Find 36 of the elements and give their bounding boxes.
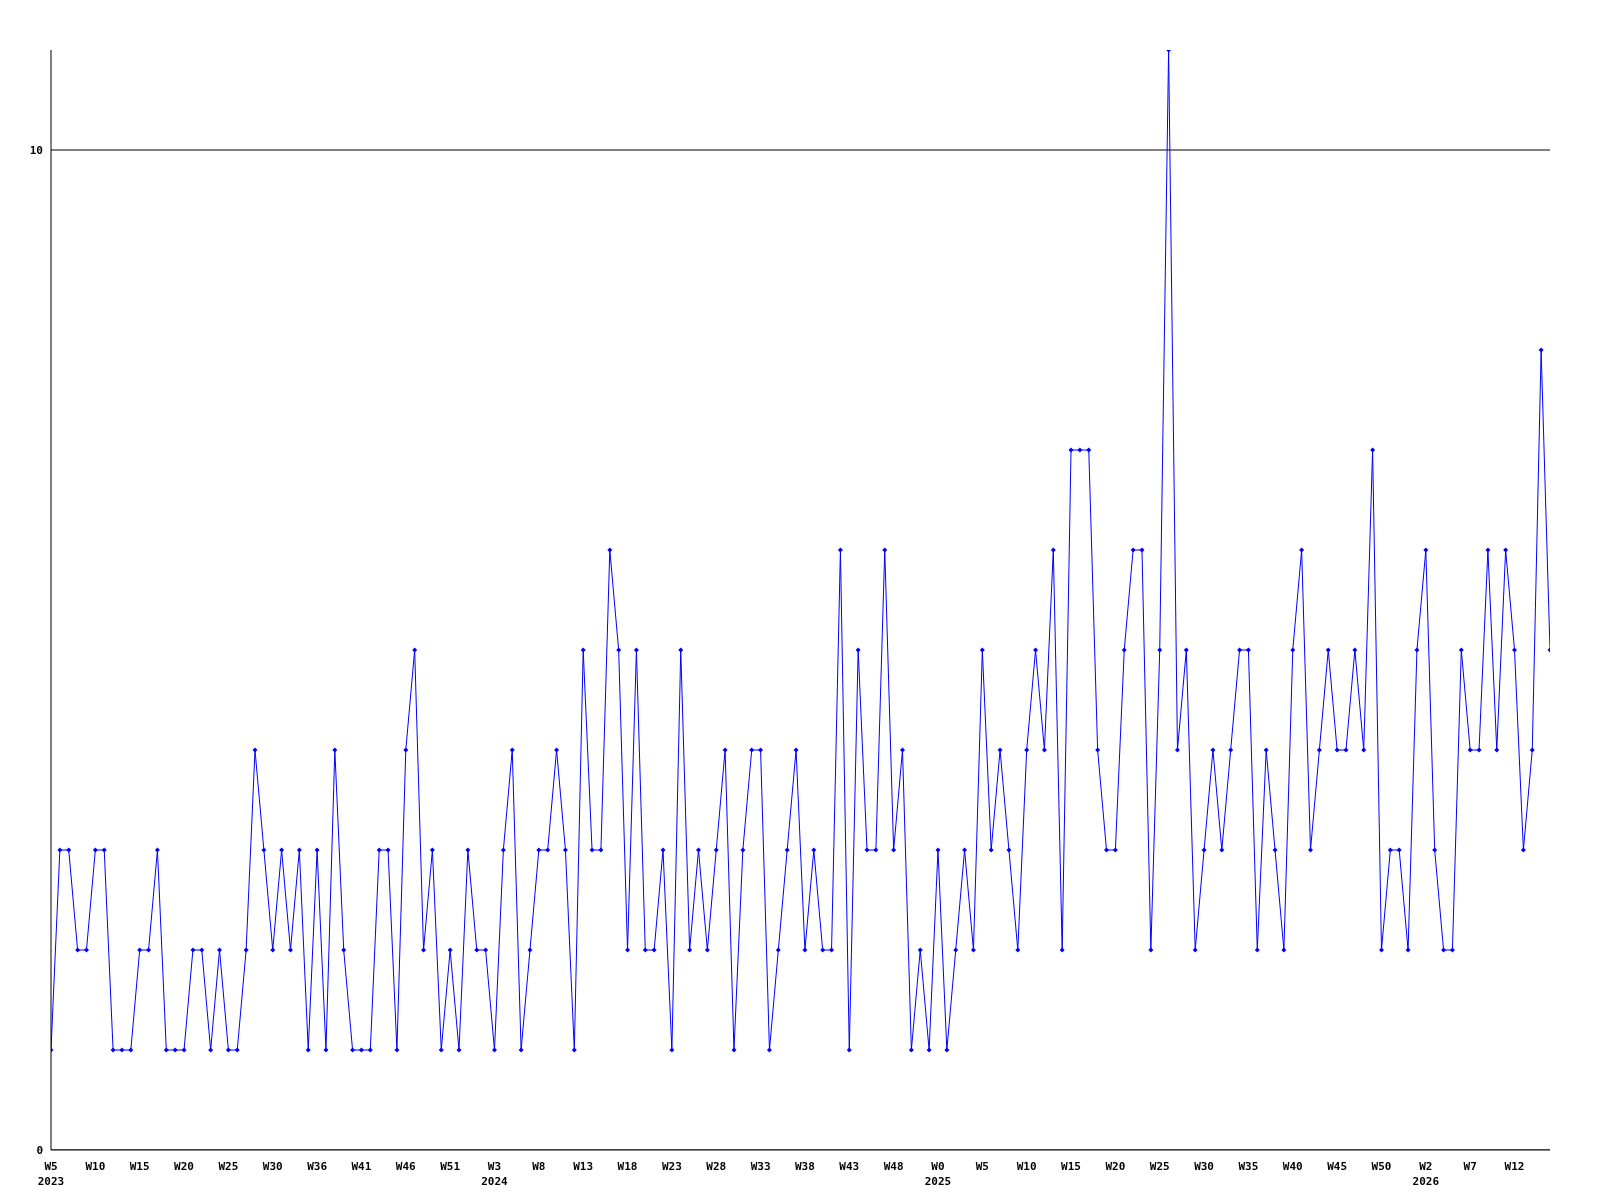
x-tick-label: W15	[1061, 1160, 1081, 1173]
y-tick-label: 0	[36, 1143, 43, 1157]
x-tick-label: W8	[532, 1160, 546, 1173]
y-tick-label: 10	[29, 143, 43, 157]
x-tick-label: W43	[839, 1160, 860, 1173]
x-tick-label: W20	[1105, 1160, 1126, 1173]
x-tick-label: W23	[661, 1160, 682, 1173]
x-tick-label: W40	[1282, 1160, 1303, 1173]
x-tick-label: W10	[1016, 1160, 1037, 1173]
x-tick-label: W48	[883, 1160, 904, 1173]
x-tick-label: W3 2024	[481, 1160, 509, 1188]
x-tick-label: W0 2025	[924, 1160, 952, 1188]
x-tick-label: W20	[174, 1160, 194, 1173]
x-tick-label: W5	[975, 1160, 989, 1173]
x-tick-label: W45	[1327, 1160, 1348, 1173]
x-tick-label: W51	[440, 1160, 461, 1173]
x-tick-label: W7	[1463, 1160, 1477, 1173]
x-tick-label: W25	[218, 1160, 239, 1173]
x-tick-label: W30	[262, 1160, 283, 1173]
x-tick-label: W35	[1238, 1160, 1259, 1173]
x-tick-label: W36	[307, 1160, 328, 1173]
x-tick-label: W18	[617, 1160, 638, 1173]
x-tick-label: W10	[85, 1160, 106, 1173]
x-tick-label: W15	[129, 1160, 150, 1173]
x-tick-label: W30	[1194, 1160, 1215, 1173]
x-tick-label: W5 2023	[37, 1160, 65, 1188]
x-tick-label: W33	[750, 1160, 771, 1173]
x-tick-label: W2 2026	[1412, 1160, 1440, 1188]
x-tick-label: W28	[706, 1160, 727, 1173]
x-tick-label: W38	[795, 1160, 815, 1173]
x-tick-label: W46	[395, 1160, 417, 1173]
x-tick-label: W12	[1504, 1160, 1525, 1173]
x-tick-label: W25	[1149, 1160, 1170, 1173]
x-tick-label: W50	[1371, 1160, 1392, 1173]
x-tick-label: W13	[573, 1160, 594, 1173]
x-tick-label: W41	[351, 1160, 372, 1173]
